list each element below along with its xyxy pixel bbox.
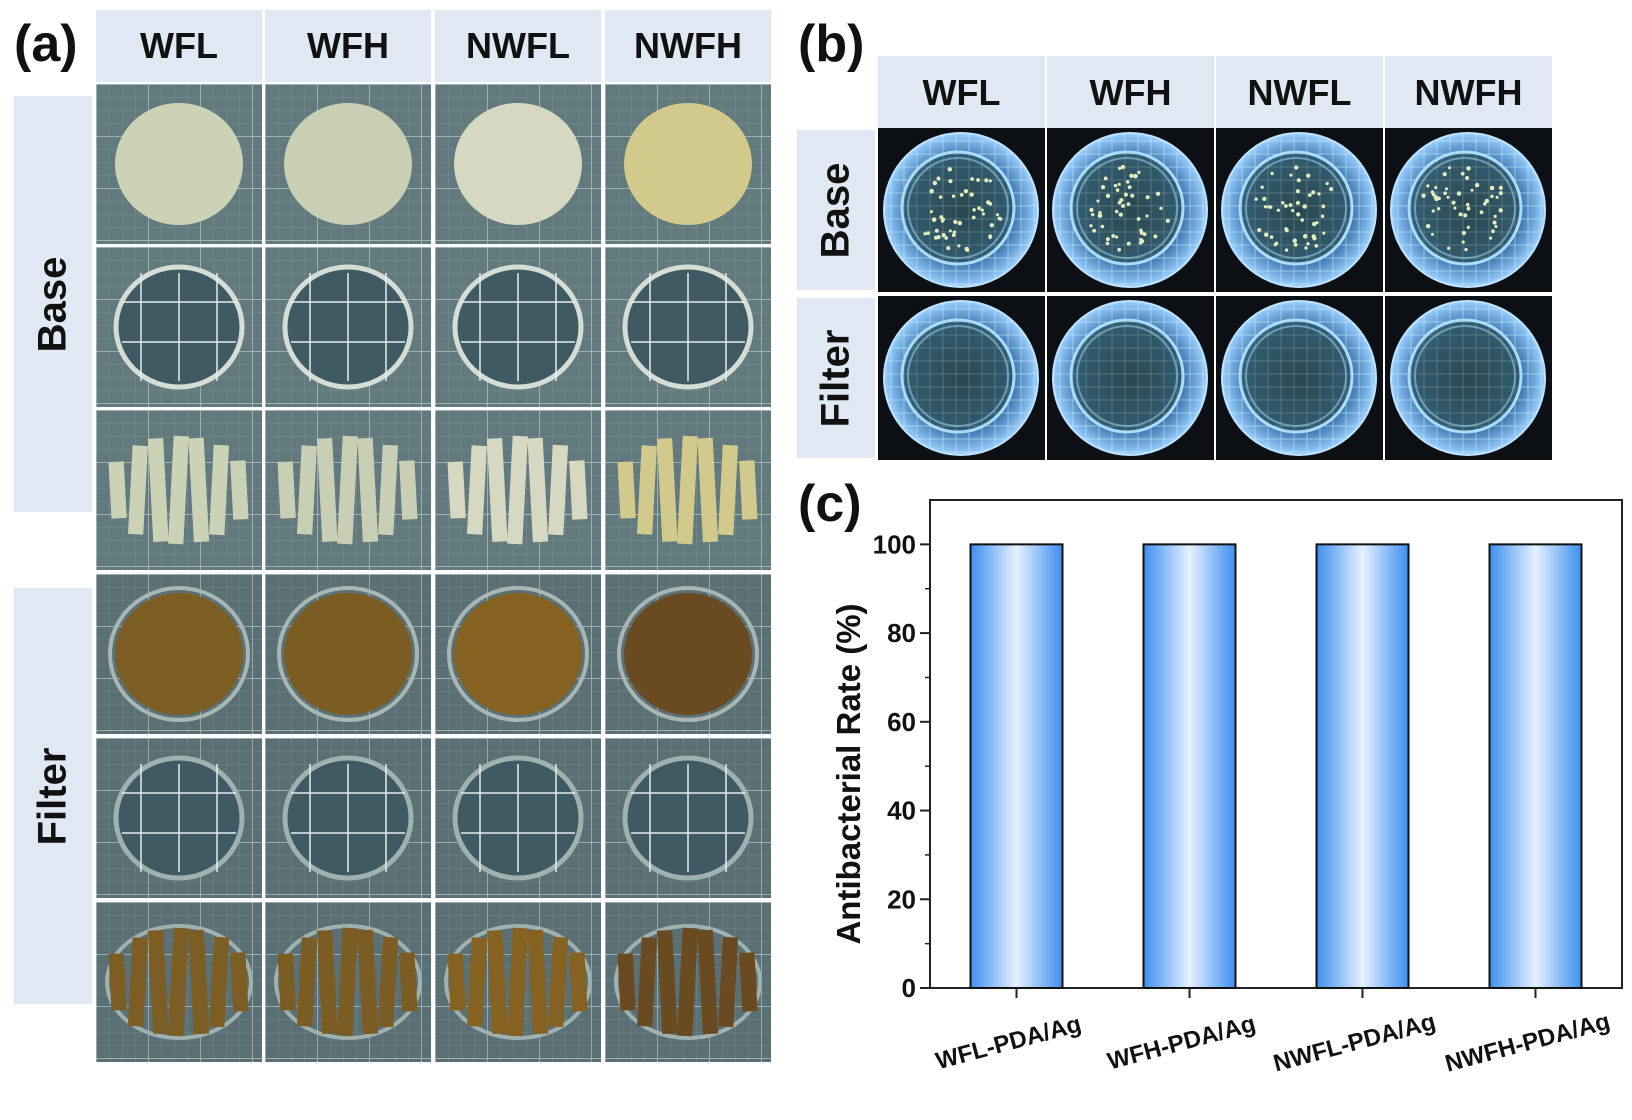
side-label-b-filter-text: Filter	[813, 329, 858, 427]
y-axis-label: Antibacterial Rate (%)	[830, 603, 867, 944]
sample-photo-nwfl-row4	[435, 574, 601, 734]
bar-nwfh-pda-ag	[1488, 543, 1583, 989]
petri-dish-base-nwfh	[1385, 128, 1552, 292]
petri-dish-filter-nwfl	[1216, 296, 1383, 460]
side-label-b-base: Base	[797, 130, 875, 290]
sample-photo-wfl-row5	[96, 738, 262, 898]
antibacterial-bar-chart: 0 20 40 60 80 100 Antibacterial Rate (%) WFL-PD…	[830, 499, 1623, 1078]
column-header-a-nwfh: NWFH	[605, 10, 771, 82]
side-label-base: Base	[14, 96, 92, 512]
column-header-b-nwfl: NWFL	[1216, 56, 1383, 130]
column-header-a-wfh: WFH	[265, 10, 431, 82]
x-tick-label: NWFL-PDA/Ag	[1271, 1008, 1439, 1077]
sample-photo-wfh-row5	[265, 738, 431, 898]
x-tick-label: WFL-PDA/Ag	[933, 1010, 1084, 1075]
petri-dish-filter-nwfh	[1385, 296, 1552, 460]
plot-frame	[929, 499, 1623, 989]
column-header-b-nwfh: NWFH	[1385, 56, 1552, 130]
sample-photo-wfh-row4	[265, 574, 431, 734]
side-label-filter: Filter	[14, 588, 92, 1004]
side-label-filter-text: Filter	[30, 747, 75, 845]
petri-dish-filter-wfh	[1047, 296, 1214, 460]
sample-photo-nwfl-row6	[435, 902, 601, 1062]
x-tick-label: WFH-PDA/Ag	[1105, 1010, 1259, 1075]
sample-photo-wfh-row3	[265, 410, 431, 570]
panel-a-label: (a)	[14, 15, 78, 73]
sample-photo-nwfh-row4	[605, 574, 771, 734]
bar-wfh-pda-ag	[1142, 543, 1237, 989]
column-header-a-nwfl: NWFL	[435, 10, 601, 82]
side-label-b-base-text: Base	[813, 162, 858, 258]
petri-dish-base-nwfl	[1216, 128, 1383, 292]
petri-dish-base-wfh	[1047, 128, 1214, 292]
sample-photo-nwfl-row1	[435, 84, 601, 244]
sample-photo-wfl-row4	[96, 574, 262, 734]
sample-photo-nwfh-row5	[605, 738, 771, 898]
y-tick-label: 80	[887, 618, 916, 648]
sample-photo-wfh-row6	[265, 902, 431, 1062]
petri-dish-filter-wfl	[878, 296, 1045, 460]
sample-photo-wfl-row6	[96, 902, 262, 1062]
side-label-base-text: Base	[30, 256, 75, 352]
sample-photo-wfh-row2	[265, 247, 431, 407]
column-header-b-wfh: WFH	[1047, 56, 1214, 130]
column-header-b-wfl: WFL	[878, 56, 1045, 130]
side-label-b-filter: Filter	[797, 298, 875, 458]
sample-photo-wfl-row1	[96, 84, 262, 244]
sample-photo-nwfl-row2	[435, 247, 601, 407]
sample-photo-nwfl-row5	[435, 738, 601, 898]
sample-photo-wfl-row3	[96, 410, 262, 570]
y-tick-label: 100	[873, 529, 916, 559]
sample-photo-nwfh-row3	[605, 410, 771, 570]
sample-photo-wfl-row2	[96, 247, 262, 407]
panel-c-label: (c)	[798, 475, 862, 533]
y-tick-label: 40	[887, 796, 916, 826]
sample-photo-nwfh-row2	[605, 247, 771, 407]
bar-nwfl-pda-ag	[1315, 543, 1410, 989]
bar-wfl-pda-ag	[969, 543, 1064, 989]
y-tick-label: 0	[902, 973, 916, 1003]
sample-photo-nwfl-row3	[435, 410, 601, 570]
y-tick-label: 60	[887, 707, 916, 737]
petri-dish-base-wfl	[878, 128, 1045, 292]
column-header-a-wfl: WFL	[96, 10, 262, 82]
x-tick-label: NWFH-PDA/Ag	[1442, 1008, 1613, 1078]
panel-b-label: (b)	[798, 15, 865, 73]
sample-photo-nwfh-row1	[605, 84, 771, 244]
y-tick-label: 20	[887, 884, 916, 914]
sample-photo-nwfh-row6	[605, 902, 771, 1062]
sample-photo-wfh-row1	[265, 84, 431, 244]
